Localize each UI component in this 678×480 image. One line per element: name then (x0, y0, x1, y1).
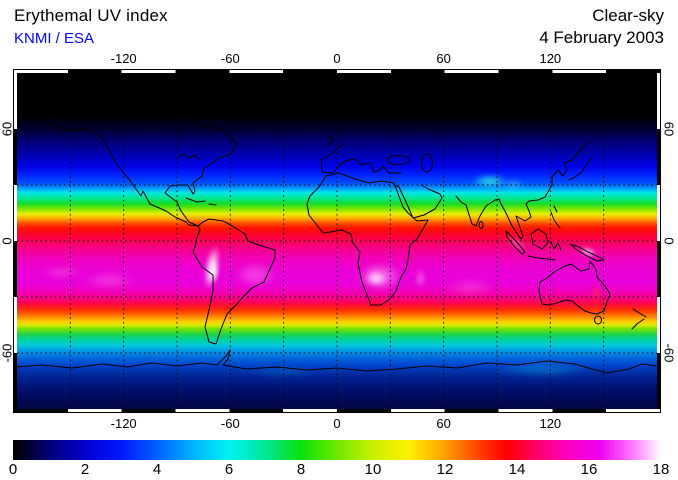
date-label: 4 February 2003 (539, 28, 664, 47)
map-border-ruler-right (657, 73, 660, 409)
sulawesi (550, 241, 562, 251)
south-indian-bright-patch (445, 278, 496, 297)
east-australia-red-patch (591, 280, 602, 311)
colorbar-gradient (13, 440, 661, 460)
sumatra (505, 230, 526, 255)
colorbar-tick-label: 14 (508, 461, 526, 478)
lon-tick-label-top: -120 (110, 51, 137, 66)
colorbar-tick-label: 6 (224, 461, 234, 478)
australia (538, 260, 611, 315)
lat-tick-label-left: 0 (0, 237, 15, 245)
coast-south-east-asia (455, 141, 589, 240)
map-border-ruler-top (14, 70, 660, 73)
lon-tick-label-bottom: -120 (110, 416, 137, 431)
lat-tick-label-right: 60 (661, 121, 677, 137)
sri-lanka (478, 221, 484, 229)
colorbar-tick-label: 16 (580, 461, 598, 478)
tasmania (594, 315, 602, 325)
coastlines (17, 109, 657, 374)
colorbar-tick-label: 2 (80, 461, 90, 478)
lat-tick-label-right: -60 (661, 343, 677, 363)
colorbar-tick-label: 10 (364, 461, 382, 478)
lon-tick-label-bottom: -60 (220, 416, 240, 431)
lon-tick-label-top: -60 (220, 51, 240, 66)
brazil-bright-patch (233, 261, 277, 288)
lon-tick-label-bottom: 0 (333, 416, 341, 431)
graticule (17, 73, 657, 409)
map-canvas (17, 73, 657, 409)
coast-arabia (393, 184, 443, 219)
cuba (185, 197, 206, 203)
coast-mediterranean (320, 158, 402, 174)
hispaniola (208, 203, 217, 206)
lat-tick-label-left: -60 (0, 343, 15, 363)
map-frame (13, 69, 661, 413)
tibet-cyan-patch (472, 173, 508, 189)
colorbar (13, 440, 661, 460)
colorbar-tick-label: 12 (436, 461, 454, 478)
antarctica-albedo-cyan-patch (491, 362, 592, 378)
antarctica-albedo-cyan-2-patch (248, 366, 320, 378)
colorbar-tick-label: 0 (8, 461, 18, 478)
colorbar-tick-label: 8 (296, 461, 306, 478)
black-sea (386, 155, 410, 165)
south-pacific-bright-2-patch (41, 265, 81, 281)
southern-africa-core-patch (365, 270, 387, 286)
java (527, 255, 556, 261)
caspian-sea (421, 153, 433, 173)
south-pacific-bright-patch (82, 270, 137, 290)
coast-north-america (43, 109, 238, 227)
borneo (530, 228, 549, 250)
map-border-ruler-bottom (14, 409, 660, 412)
new-zealand (631, 308, 647, 330)
lat-tick-label-right: 0 (661, 237, 677, 245)
page-title: Erythemal UV index (14, 6, 168, 25)
madagascar-bright-patch (415, 269, 426, 288)
british-isles (326, 135, 334, 146)
condition-label: Clear-sky (592, 6, 664, 25)
lon-tick-label-top: 120 (539, 51, 562, 66)
map-overlay (17, 73, 657, 409)
philippines (550, 205, 561, 229)
great-lakes (178, 153, 200, 160)
lat-tick-label-left: 60 (0, 121, 15, 137)
japan (568, 157, 593, 181)
lon-tick-label-top: 60 (436, 51, 451, 66)
lon-tick-label-bottom: 60 (436, 416, 451, 431)
map-border-ruler-left (14, 73, 17, 409)
new-guinea (569, 243, 605, 262)
source-label: KNMI / ESA (14, 30, 95, 47)
colorbar-tick-label: 18 (652, 461, 670, 478)
coast-south-america (192, 218, 276, 345)
lon-tick-label-top: 0 (333, 51, 341, 66)
coast-west-europe (320, 143, 345, 161)
antarctica (17, 349, 657, 374)
tibet-cyan-east-patch (502, 179, 524, 191)
coast-africa (306, 172, 429, 306)
uv-anomaly-layer (17, 73, 657, 409)
colorbar-tick-label: 4 (152, 461, 162, 478)
lon-tick-label-bottom: 120 (539, 416, 562, 431)
